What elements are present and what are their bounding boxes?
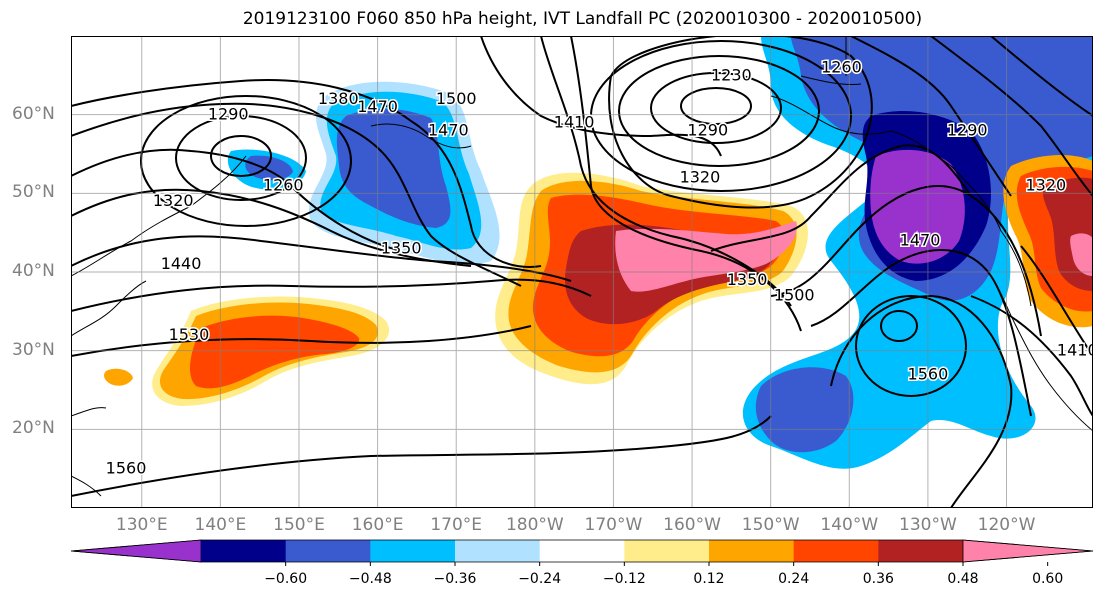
contour-label: 1470 xyxy=(357,97,398,116)
figure-title: 2019123100 F060 850 hPa height, IVT Land… xyxy=(242,9,923,29)
colorbar-tick-label: −0.12 xyxy=(602,571,646,587)
lon-label: 140°W xyxy=(820,515,879,535)
lon-label: 170°W xyxy=(584,515,643,535)
lat-label: 20°N xyxy=(12,418,55,439)
colorbar-tick-label: 0.48 xyxy=(947,571,979,587)
contour-label: 1350 xyxy=(381,238,422,257)
colorbar-segment xyxy=(624,540,710,562)
contour-label: 1350 xyxy=(727,270,768,289)
lon-label: 140°E xyxy=(194,515,247,535)
colorbar-segment xyxy=(878,540,964,562)
colorbar-extend-high xyxy=(962,539,1094,563)
contour-label: 1320 xyxy=(680,168,721,187)
contour-label: 1410 xyxy=(554,113,595,132)
contour-label: 1320 xyxy=(153,191,194,210)
colorbar-frame xyxy=(70,539,1094,563)
contour-label: 1500 xyxy=(774,286,815,305)
colorbar-tick-label: −0.60 xyxy=(264,571,308,587)
lon-label: 170°E xyxy=(430,515,483,535)
colorbar-tick-label: 0.36 xyxy=(862,571,894,587)
contour-label: 1470 xyxy=(900,231,941,250)
lon-label: 120°W xyxy=(977,515,1036,535)
colorbar-tick-label: −0.48 xyxy=(348,571,392,587)
lat-label: 30°N xyxy=(12,339,55,360)
colorbar-tick-label: 0.12 xyxy=(693,571,725,587)
colorbar-segment xyxy=(285,540,371,562)
lat-lon-grid xyxy=(71,36,1093,508)
ivt-positive-shading xyxy=(104,154,1093,406)
contour-label: 1380 xyxy=(318,89,359,108)
colorbar-segment xyxy=(793,540,879,562)
lat-label: 60°N xyxy=(12,103,55,124)
lon-label: 130°W xyxy=(899,515,957,535)
lat-label: 50°N xyxy=(12,182,55,203)
height-contours xyxy=(71,36,1093,508)
colorbar-segment xyxy=(370,540,456,562)
lon-label: 150°E xyxy=(273,515,325,535)
contour-label: 1440 xyxy=(161,254,202,273)
lat-label: 40°N xyxy=(12,261,55,281)
colorbar-tick-label: −0.24 xyxy=(518,571,562,587)
contour-label: 1290 xyxy=(947,120,988,139)
coastlines xyxy=(71,36,1093,497)
contour-label: 1290 xyxy=(687,120,728,139)
colorbar-tick-label: 0.24 xyxy=(778,571,810,587)
colorbar-tick-label: 0.60 xyxy=(1032,571,1064,587)
lon-label: 150°W xyxy=(741,515,800,535)
contour-label: 1470 xyxy=(428,120,469,139)
colorbar-extend-low xyxy=(70,539,202,563)
contour-label: 1500 xyxy=(436,89,477,108)
contour-label: 1230 xyxy=(711,65,752,84)
lon-label: 160°E xyxy=(351,515,404,535)
contour-label: 1410 xyxy=(1057,341,1093,360)
colorbar-segment xyxy=(455,540,541,562)
colorbar-segments xyxy=(70,539,1094,566)
contour-label: 1530 xyxy=(169,325,210,344)
colorbar-segment xyxy=(201,540,287,562)
contour-label: 1290 xyxy=(208,105,249,124)
colorbar-segment xyxy=(539,540,625,562)
map-frame xyxy=(71,36,1093,508)
lon-label: 160°W xyxy=(663,515,721,535)
map-panel: 1290 1380 1470 1500 1470 1260 1320 1350 1440 1530… xyxy=(71,36,1093,508)
colorbar-tick-label: −0.36 xyxy=(433,571,477,587)
contour-label: 1260 xyxy=(263,175,304,194)
contour-label: 1560 xyxy=(908,364,949,383)
lon-label: 130°E xyxy=(115,515,168,535)
colorbar-segment xyxy=(709,540,795,562)
contour-label: 1320 xyxy=(1025,175,1066,194)
contour-label: 1260 xyxy=(821,57,862,76)
contour-label: 1560 xyxy=(106,459,147,478)
lon-label: 180°W xyxy=(505,515,564,535)
